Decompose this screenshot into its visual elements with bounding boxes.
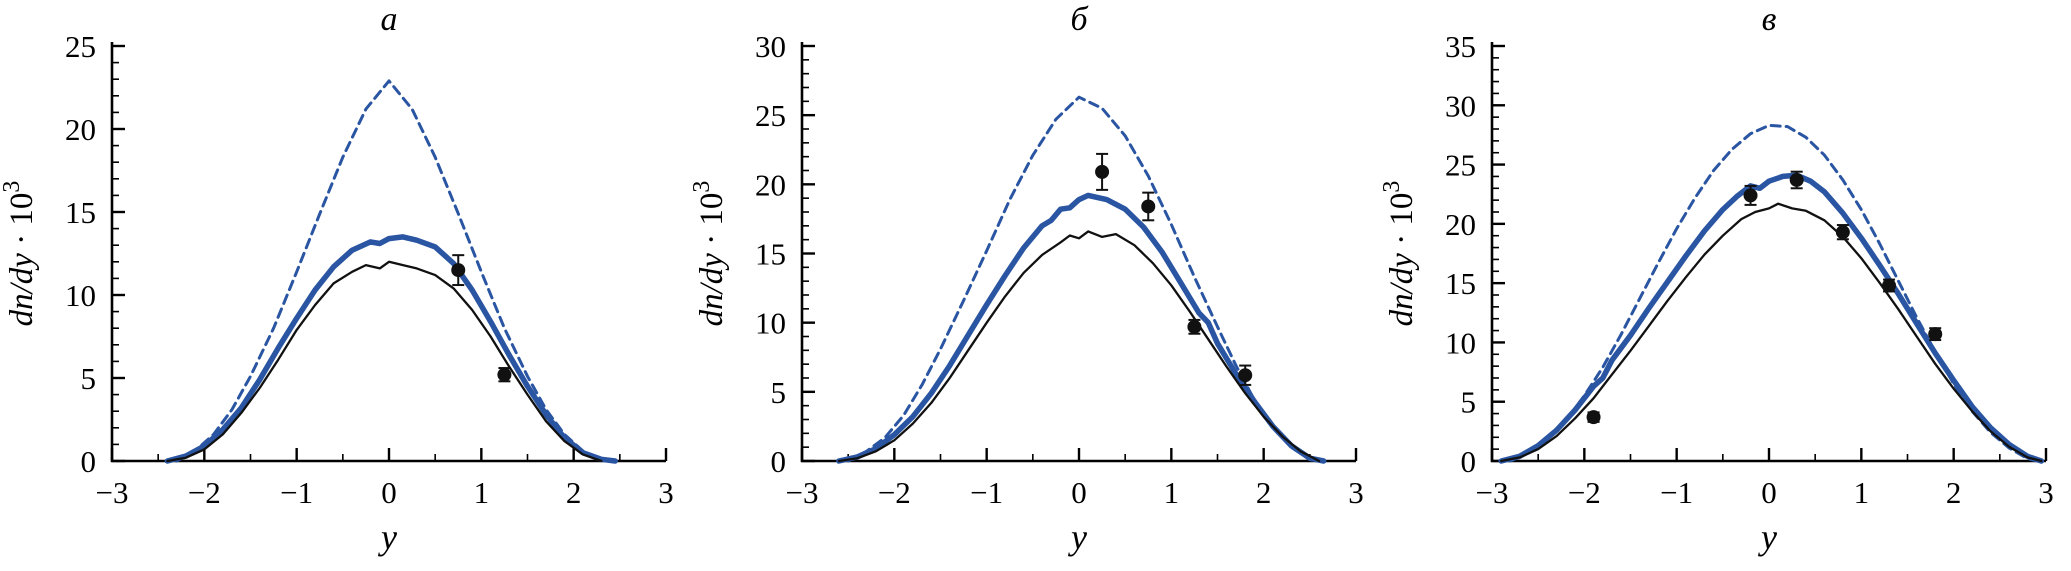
experimental-points (1095, 152, 1253, 386)
data-point (1238, 368, 1253, 383)
x-axis-label: y (1758, 517, 1777, 557)
curve-thick-blue (1498, 172, 2045, 464)
svg-text:20: 20 (755, 167, 786, 202)
experimental-points (1586, 170, 1943, 425)
y-axis-label: dn/dy · 103 (0, 181, 40, 327)
ticks (110, 44, 668, 463)
svg-text:5: 5 (81, 361, 97, 396)
svg-text:0: 0 (1461, 444, 1477, 479)
svg-text:15: 15 (65, 195, 96, 230)
panel-title: б (1070, 1, 1089, 38)
svg-text:10: 10 (1445, 325, 1476, 360)
svg-text:−3: −3 (1476, 475, 1509, 510)
svg-text:25: 25 (65, 29, 96, 64)
data-point (1743, 188, 1758, 203)
experimental-points (451, 254, 512, 383)
svg-text:20: 20 (1445, 207, 1476, 242)
panel-title: в (1762, 1, 1777, 38)
svg-text:35: 35 (1445, 29, 1476, 64)
data-point (1095, 164, 1110, 179)
data-point (1789, 172, 1804, 187)
svg-text:20: 20 (65, 112, 96, 147)
svg-text:1: 1 (474, 475, 490, 510)
svg-text:30: 30 (755, 29, 786, 64)
data-point (1928, 327, 1943, 342)
panel-a: −3 −2 −1 0 1 2 3 0 5 10 15 20 25 а y dn/dy · 103 (0, 0, 690, 571)
ticks (1490, 44, 2048, 463)
svg-text:15: 15 (755, 237, 786, 272)
curve-thin-black (837, 230, 1321, 463)
svg-text:5: 5 (1461, 385, 1477, 420)
svg-text:−1: −1 (970, 475, 1003, 510)
curve-thin-black (1500, 202, 2043, 463)
svg-text:15: 15 (1445, 266, 1476, 301)
svg-text:0: 0 (1761, 475, 1777, 510)
curve-thin-black (166, 260, 603, 463)
tick-labels: −3 −2 −1 0 1 2 3 0 5 10 15 20 25 (65, 29, 674, 510)
svg-text:3: 3 (1348, 475, 1364, 510)
svg-text:25: 25 (1445, 148, 1476, 183)
data-point (1586, 410, 1601, 425)
svg-text:0: 0 (771, 444, 787, 479)
y-axis-label: dn/dy · 103 (690, 181, 730, 327)
svg-text:2: 2 (1946, 475, 1962, 510)
chart-canvas: −3 −2 −1 0 1 2 3 0 5 10 15 20 25 а y dn/dy · 103 (0, 1, 674, 557)
svg-text:−2: −2 (188, 475, 221, 510)
data-point (1882, 278, 1897, 293)
curve-thick-blue (836, 192, 1327, 464)
panel-v: −3 −2 −1 0 1 2 3 0 5 10 15 20 25 30 35 в y dn/dy · 103 (1380, 0, 2070, 571)
data-point (1141, 199, 1156, 214)
svg-text:2: 2 (566, 475, 582, 510)
svg-text:0: 0 (1071, 475, 1087, 510)
ticks (800, 44, 1358, 463)
svg-text:3: 3 (2038, 475, 2054, 510)
svg-text:10: 10 (65, 278, 96, 313)
svg-text:−3: −3 (96, 475, 129, 510)
svg-text:10: 10 (755, 306, 786, 341)
svg-text:25: 25 (755, 98, 786, 133)
curve-thick-blue (164, 234, 618, 464)
svg-text:−3: −3 (786, 475, 819, 510)
svg-text:30: 30 (1445, 88, 1476, 123)
x-axis-label: y (1068, 517, 1087, 557)
data-point (1187, 319, 1202, 334)
y-axis-label: dn/dy · 103 (1380, 181, 1420, 327)
data-point (497, 367, 512, 382)
svg-text:0: 0 (381, 475, 397, 510)
svg-text:0: 0 (81, 444, 97, 479)
curve-dashed-blue (175, 79, 603, 463)
panel-title: а (381, 1, 398, 38)
panel-b: −3 −2 −1 0 1 2 3 0 5 10 15 20 25 30 б y dn/dy · 103 (690, 0, 1380, 571)
curve-dashed-blue (1509, 123, 2039, 463)
svg-text:−1: −1 (1660, 475, 1693, 510)
svg-text:−2: −2 (1568, 475, 1601, 510)
svg-text:1: 1 (1164, 475, 1180, 510)
data-point (1835, 225, 1850, 240)
x-axis-label: y (378, 517, 397, 557)
svg-text:5: 5 (771, 375, 787, 410)
svg-text:−1: −1 (280, 475, 313, 510)
data-point (451, 263, 466, 278)
axes (800, 42, 1356, 463)
svg-text:−2: −2 (878, 475, 911, 510)
svg-text:1: 1 (1854, 475, 1870, 510)
svg-text:2: 2 (1256, 475, 1272, 510)
axes (110, 42, 666, 463)
svg-text:3: 3 (658, 475, 674, 510)
